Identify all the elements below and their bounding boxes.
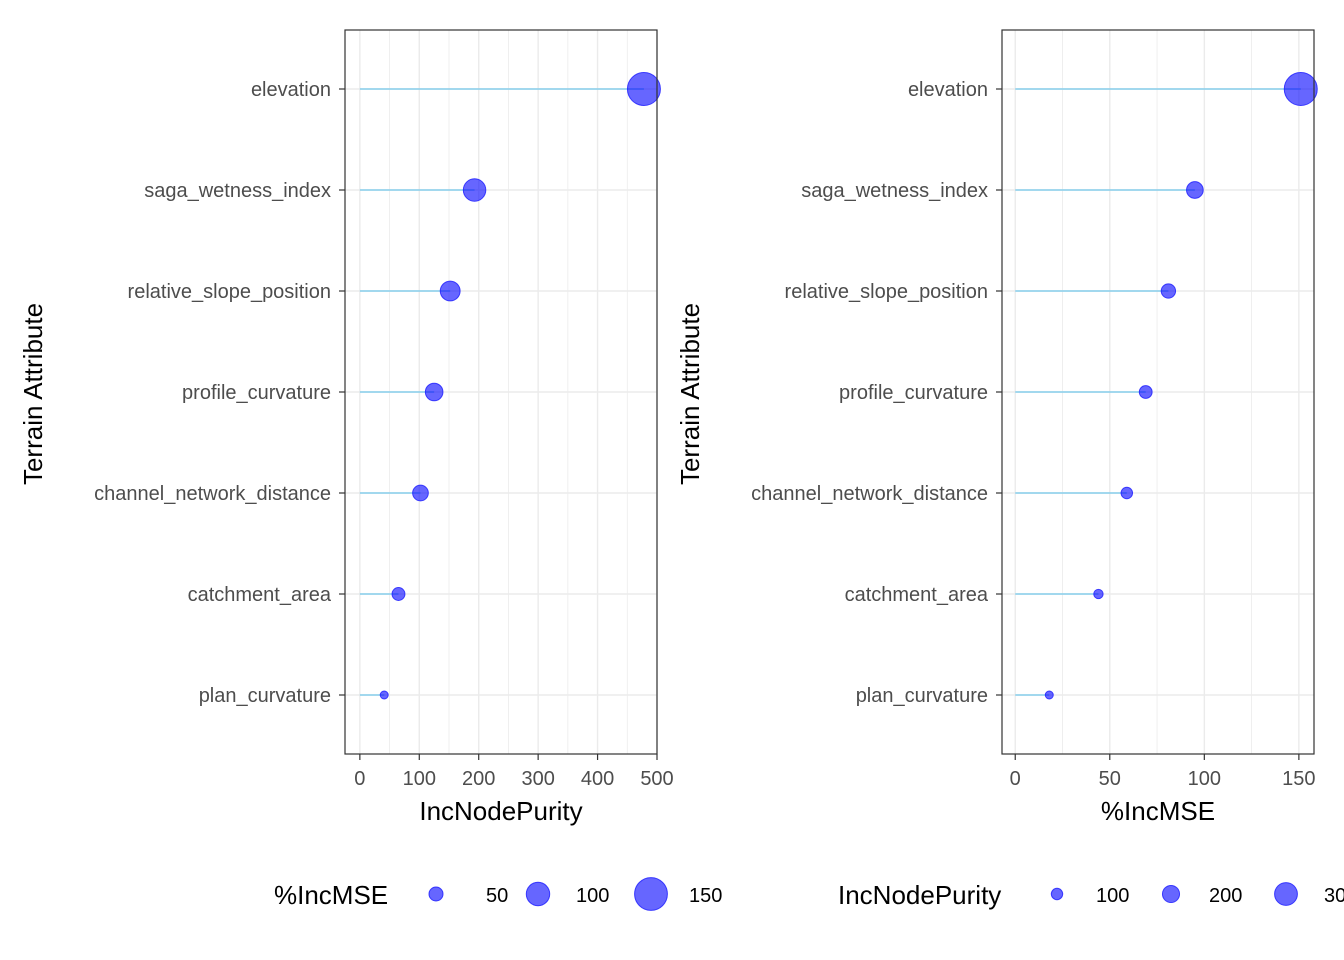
x-axis-title: %IncMSE — [1101, 796, 1215, 826]
data-point — [1186, 181, 1204, 199]
data-point — [391, 587, 406, 601]
y-tick-label: plan_curvature — [856, 685, 988, 707]
y-tick-label: catchment_area — [188, 584, 332, 606]
data-point — [1044, 690, 1054, 700]
data-point — [424, 382, 444, 402]
data-point — [1283, 72, 1318, 106]
data-point — [1120, 486, 1134, 500]
x-tick-label: 150 — [1282, 768, 1315, 790]
legend-key — [525, 881, 551, 907]
legend-label: 100 — [1096, 885, 1129, 907]
legend-label: 200 — [1209, 885, 1242, 907]
left-chart-panel: elevation saga_wetness_index relative_slop… — [18, 29, 722, 911]
data-point — [1160, 283, 1177, 299]
y-tick-label: catchment_area — [845, 584, 989, 606]
y-tick-label: profile_curvature — [182, 382, 331, 404]
data-point — [626, 72, 661, 106]
data-point — [439, 280, 461, 302]
legend-key — [1274, 882, 1298, 906]
y-axis-title: Terrain Attribute — [675, 303, 705, 485]
y-tick-label: profile_curvature — [839, 382, 988, 404]
legend-label: 150 — [689, 885, 722, 907]
x-tick-label: 0 — [354, 768, 365, 790]
x-tick-label: 400 — [581, 768, 614, 790]
y-tick-label: saga_wetness_index — [144, 180, 331, 202]
right-chart-panel: elevation saga_wetness_index relative_slop… — [675, 29, 1344, 910]
y-tick-label: relative_slope_position — [785, 281, 988, 303]
x-tick-label: 100 — [403, 768, 436, 790]
data-point — [462, 178, 487, 202]
y-tick-label: relative_slope_position — [128, 281, 331, 303]
data-point — [379, 690, 389, 700]
x-tick-label: 50 — [1099, 768, 1121, 790]
legend-title: IncNodePurity — [838, 880, 1001, 910]
x-axis-title: IncNodePurity — [419, 796, 582, 826]
y-tick-label: channel_network_distance — [94, 483, 331, 505]
legend-label: 30 — [1324, 885, 1344, 907]
legend-key — [428, 886, 444, 902]
legend-key — [1050, 887, 1064, 901]
data-point — [1138, 385, 1153, 399]
y-axis-title: Terrain Attribute — [18, 303, 48, 485]
y-tick-label: elevation — [908, 79, 988, 101]
y-tick-label: saga_wetness_index — [801, 180, 988, 202]
x-tick-label: 200 — [462, 768, 495, 790]
y-tick-label: channel_network_distance — [751, 483, 988, 505]
x-tick-label: 500 — [640, 768, 673, 790]
legend-label: 50 — [486, 885, 508, 907]
y-tick-label: elevation — [251, 79, 331, 101]
legend-label: 100 — [576, 885, 609, 907]
x-tick-label: 100 — [1188, 768, 1221, 790]
y-tick-label: plan_curvature — [199, 685, 331, 707]
x-tick-label: 300 — [521, 768, 554, 790]
data-point — [412, 484, 429, 502]
data-point — [1093, 588, 1104, 600]
legend-key — [634, 877, 668, 911]
legend-key — [1161, 884, 1181, 904]
x-tick-label: 0 — [1010, 768, 1021, 790]
legend-title: %IncMSE — [274, 880, 388, 910]
